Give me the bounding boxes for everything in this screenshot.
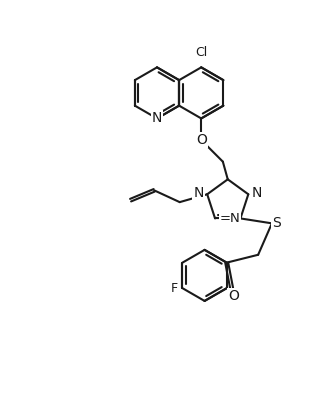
Text: O: O [228, 289, 239, 303]
Text: N: N [193, 186, 203, 200]
Text: S: S [273, 216, 281, 230]
Text: =N: =N [220, 212, 241, 225]
Text: O: O [196, 133, 207, 147]
Text: F: F [171, 282, 177, 295]
Text: N: N [252, 186, 262, 200]
Text: N: N [152, 111, 162, 126]
Text: Cl: Cl [195, 46, 207, 59]
